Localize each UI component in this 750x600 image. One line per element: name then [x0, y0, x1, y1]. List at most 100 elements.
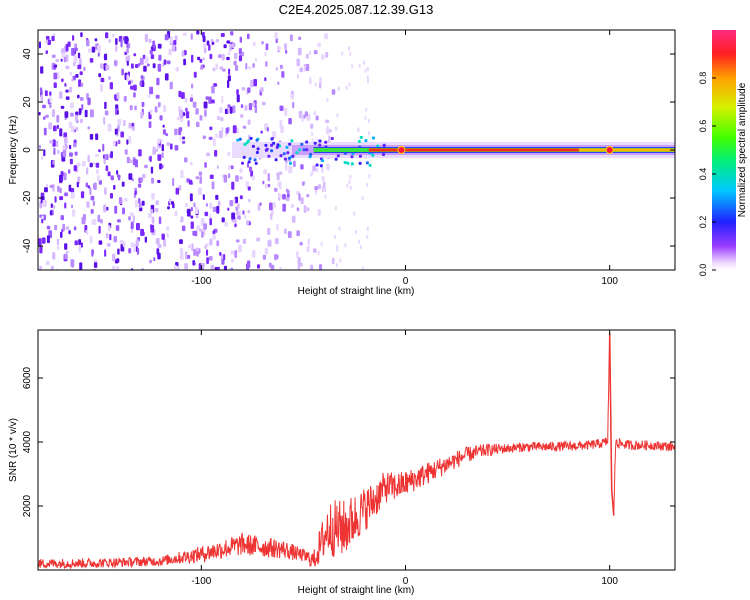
spectrogram-noise-cell	[264, 51, 267, 57]
spectrogram-noise-cell	[280, 125, 284, 134]
spectrogram-noise-cell	[105, 64, 110, 71]
carrier-cluster-cell	[286, 151, 290, 155]
carrier-cluster-cell	[318, 139, 322, 143]
spectrogram-noise-cell	[157, 154, 162, 161]
spectrogram-noise-cell	[206, 152, 211, 157]
spectrogram-noise-cell	[98, 149, 101, 153]
spectrogram-noise-cell	[163, 59, 167, 65]
carrier-cluster-cell	[305, 140, 309, 144]
spectrogram-noise-cell	[49, 210, 53, 216]
spectrogram-noise-cell	[321, 166, 324, 173]
spectrogram-noise-cell	[236, 89, 239, 96]
spectrogram-noise-cell	[187, 208, 191, 217]
spectrogram-noise-cell	[208, 136, 213, 140]
spectrogram-noise-cell	[277, 46, 281, 51]
spectrogram-noise-cell	[311, 132, 314, 136]
spectrogram-noise-cell	[158, 216, 162, 225]
carrier-cluster-cell	[358, 154, 362, 158]
spectrogram-noise-cell	[136, 223, 140, 231]
spectrogram-noise-cell	[296, 207, 300, 212]
spectrogram-noise-cell	[227, 165, 231, 170]
spectrogram-noise-cell	[80, 191, 85, 199]
spectrogram-noise-cell	[104, 101, 107, 109]
spectrogram-noise-cell	[336, 113, 339, 118]
spectrogram-y-tick-label: 20	[22, 96, 33, 108]
spectrogram-noise-cell	[150, 46, 154, 50]
spectrogram-noise-cell	[117, 174, 121, 181]
spectrogram-noise-cell	[361, 266, 364, 270]
spectrogram-noise-cell	[64, 111, 69, 118]
spectrogram-noise-cell	[120, 131, 124, 138]
spectrogram-noise-cell	[52, 252, 56, 260]
spectrogram-noise-cell	[53, 125, 57, 132]
spectrogram-noise-cell	[256, 237, 260, 242]
spectrogram-noise-cell	[274, 238, 279, 245]
spectrogram-noise-cell	[43, 127, 47, 136]
spectrogram-noise-cell	[209, 174, 214, 179]
spectrogram-noise-cell	[248, 103, 253, 111]
spectrogram-noise-cell	[89, 162, 93, 168]
spectrogram-noise-cell	[78, 245, 81, 253]
spectrogram-noise-cell	[129, 212, 134, 217]
spectrogram-noise-cell	[309, 51, 312, 56]
spectrogram-noise-cell	[339, 258, 342, 263]
spectrogram-noise-cell	[115, 38, 118, 45]
spectrogram-noise-cell	[212, 67, 216, 72]
spectrogram-noise-cell	[41, 218, 44, 224]
spectrogram-noise-cell	[209, 238, 213, 246]
spectrogram-noise-cell	[162, 124, 165, 128]
spectrogram-noise-cell	[162, 129, 166, 135]
spectrogram-noise-cell	[62, 149, 67, 158]
spectrogram-noise-cell	[213, 83, 217, 87]
spectrogram-noise-cell	[111, 265, 116, 270]
spectrogram-noise-cell	[70, 102, 74, 109]
spectrogram-noise-cell	[157, 139, 161, 144]
spectrogram-noise-cell	[296, 73, 299, 79]
spectrogram-noise-cell	[79, 262, 83, 270]
spectrogram-noise-cell	[206, 249, 209, 256]
spectrogram-noise-cell	[116, 110, 119, 115]
carrier-cluster-cell	[382, 153, 385, 156]
spectrogram-noise-cell	[69, 144, 72, 150]
spectrogram-noise-cell	[65, 144, 69, 149]
spectrogram-noise-cell	[193, 262, 196, 266]
spectrogram-noise-cell	[64, 202, 67, 209]
spectrogram-noise-cell	[173, 265, 177, 270]
snr-panel: -100 0 100 2000 4000 6000 Height of straight…	[8, 329, 676, 596]
spectrogram-x-ticks: -100 0 100	[191, 30, 618, 287]
spectrogram-noise-cell	[85, 229, 89, 235]
spectrogram-noise-cell	[290, 92, 294, 100]
spectrogram-noise-cell	[123, 198, 128, 202]
spectrogram-noise-cell	[104, 187, 107, 195]
spectrogram-noise-cell	[137, 248, 140, 255]
spectrogram-noise-cell	[176, 117, 181, 121]
spectrogram-noise-cell	[94, 38, 98, 42]
spectrogram-noise-cell	[157, 243, 162, 248]
carrier-cluster-cell	[364, 139, 368, 143]
colorbar-tick-label: 0.2	[698, 216, 708, 229]
spectrogram-noise-cell	[100, 219, 103, 224]
spectrogram-noise-cell	[168, 198, 172, 204]
spectrogram-noise-cell	[39, 245, 43, 254]
spectrogram-noise-cell	[228, 68, 231, 75]
spectrogram-noise-cell	[116, 170, 119, 175]
spectrogram-noise-cell	[93, 183, 97, 189]
spectrogram-noise-cell	[296, 58, 300, 67]
carrier-cluster-cell	[321, 159, 324, 163]
spectrogram-noise-cell	[209, 214, 212, 218]
spectrogram-noise-cell	[344, 243, 347, 248]
spectrogram-noise-cell	[131, 63, 134, 69]
spectrogram-noise-cell	[324, 194, 327, 199]
spectrogram-noise-cell	[290, 204, 295, 208]
spectrogram-noise-cell	[57, 185, 60, 192]
spectrogram-noise-cell	[267, 173, 270, 182]
spectrogram-noise-cell	[285, 162, 288, 171]
spectrogram-noise-cell	[364, 115, 367, 120]
carrier-cluster-cell	[302, 148, 306, 152]
spectrogram-noise-cell	[162, 105, 166, 113]
spectrogram-noise-cell	[247, 210, 251, 214]
spectrogram-noise-cell	[227, 75, 231, 82]
spectrogram-noise-cell	[54, 196, 57, 203]
spectrogram-noise-cell	[113, 60, 118, 66]
spectrogram-noise-cell	[156, 248, 160, 255]
